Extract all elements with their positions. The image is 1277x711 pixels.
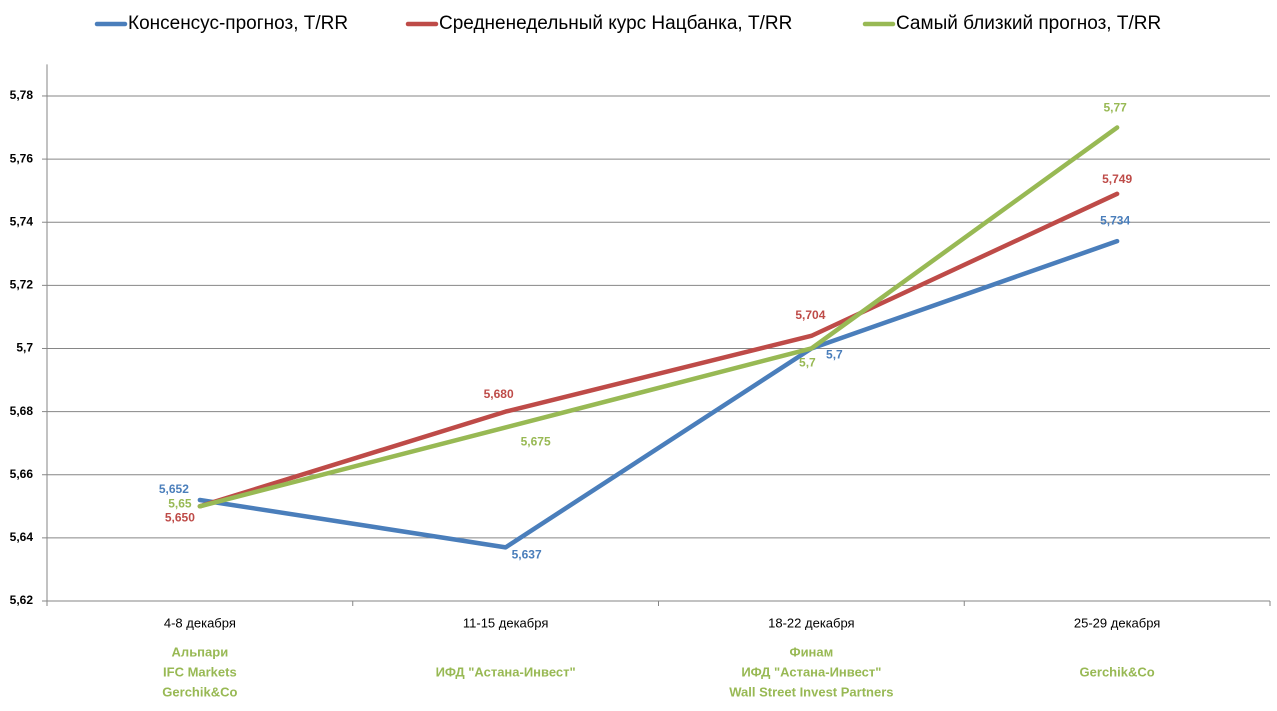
data-label: 5,65: [168, 496, 192, 510]
forecaster-label: ИФД "Астана-Инвест": [741, 664, 881, 679]
y-tick-label: 5,64: [10, 530, 34, 544]
data-label: 5,652: [159, 482, 189, 496]
x-tick-label: 4-8 декабря: [164, 615, 236, 630]
x-tick-label: 25-29 декабря: [1074, 615, 1160, 630]
data-label: 5,77: [1103, 101, 1127, 115]
y-tick-label: 5,7: [16, 341, 33, 355]
series-line: [197, 125, 1120, 509]
legend-label: Консенсус-прогноз, T/RR: [128, 13, 348, 34]
series-line: [197, 238, 1120, 550]
forecaster-label: IFC Markets: [163, 664, 237, 679]
forecaster-label: Gerchik&Co: [162, 684, 237, 699]
x-tick-label: 11-15 декабря: [463, 615, 548, 630]
y-tick-label: 5,74: [10, 214, 34, 228]
data-label: 5,680: [484, 387, 514, 401]
y-tick-label: 5,68: [10, 404, 34, 418]
y-tick-label: 5,76: [10, 151, 34, 165]
data-label: 5,650: [165, 510, 195, 524]
y-tick-label: 5,72: [10, 278, 34, 292]
forecaster-label: Wall Street Invest Partners: [729, 684, 893, 699]
series-line: [197, 191, 1120, 509]
forecaster-label: Финам: [789, 644, 833, 659]
legend-label: Средненедельный курс Нацбанка, T/RR: [439, 13, 792, 34]
data-label: 5,704: [795, 308, 825, 322]
data-label: 5,734: [1100, 213, 1130, 227]
data-label: 5,749: [1102, 172, 1132, 186]
data-label: 5,7: [826, 348, 843, 362]
forecaster-label: Gerchik&Co: [1080, 664, 1155, 679]
y-tick-label: 5,78: [10, 88, 34, 102]
legend-label: Самый близкий прогноз, T/RR: [896, 13, 1161, 34]
data-label: 5,7: [799, 356, 816, 370]
x-tick-label: 18-22 декабря: [768, 615, 854, 630]
y-tick-label: 5,66: [10, 467, 34, 481]
forecaster-label: ИФД "Астана-Инвест": [436, 664, 576, 679]
data-label: 5,675: [521, 435, 551, 449]
y-tick-label: 5,62: [10, 593, 34, 607]
forecaster-label: Альпари: [172, 644, 229, 659]
data-label: 5,637: [512, 548, 542, 562]
